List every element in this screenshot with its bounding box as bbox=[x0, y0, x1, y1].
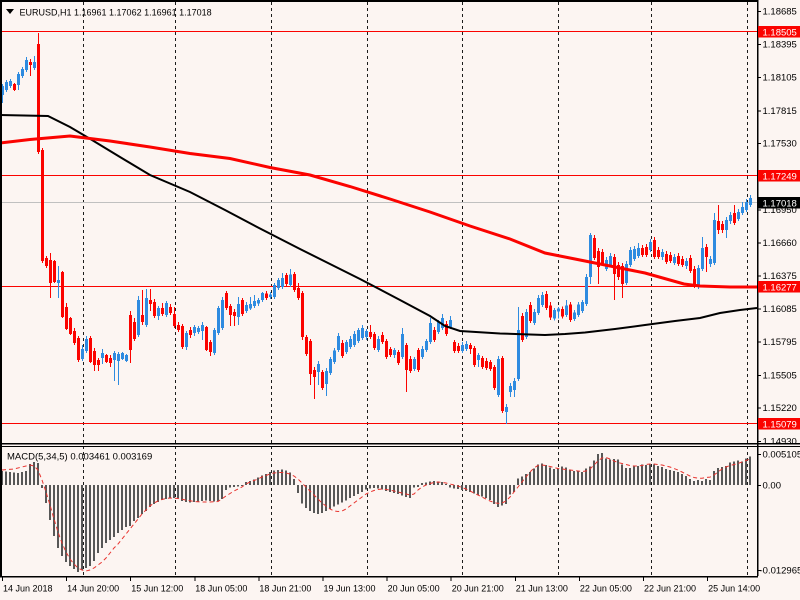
svg-text:1.16277: 1.16277 bbox=[763, 282, 797, 293]
svg-text:1.16660: 1.16660 bbox=[763, 238, 797, 249]
svg-text:1.17249: 1.17249 bbox=[763, 171, 797, 182]
svg-text:-0.012965: -0.012965 bbox=[760, 566, 800, 577]
svg-text:1.17815: 1.17815 bbox=[763, 106, 797, 117]
svg-text:1.17018: 1.17018 bbox=[763, 198, 797, 209]
svg-text:1.15795: 1.15795 bbox=[763, 337, 797, 348]
svg-text:18 Jun 05:00: 18 Jun 05:00 bbox=[195, 584, 247, 594]
svg-text:1.18395: 1.18395 bbox=[763, 40, 797, 51]
svg-text:1.18505: 1.18505 bbox=[763, 27, 797, 38]
svg-text:15 Jun 12:00: 15 Jun 12:00 bbox=[131, 584, 183, 594]
svg-text:22 Jun 21:00: 22 Jun 21:00 bbox=[644, 584, 696, 594]
svg-text:1.14930: 1.14930 bbox=[763, 436, 797, 447]
svg-text:1.16950: 1.16950 bbox=[763, 205, 797, 216]
svg-text:1.15220: 1.15220 bbox=[763, 403, 797, 414]
svg-text:14 Jun 20:00: 14 Jun 20:00 bbox=[67, 584, 119, 594]
svg-text:1.15079: 1.15079 bbox=[763, 419, 797, 430]
svg-text:1.17530: 1.17530 bbox=[763, 139, 797, 150]
svg-text:21 Jun 13:00: 21 Jun 13:00 bbox=[516, 584, 568, 594]
svg-text:1.18105: 1.18105 bbox=[763, 73, 797, 84]
svg-text:25 Jun 14:00: 25 Jun 14:00 bbox=[708, 584, 760, 594]
svg-text:20 Jun 21:00: 20 Jun 21:00 bbox=[452, 584, 504, 594]
svg-text:22 Jun 05:00: 22 Jun 05:00 bbox=[580, 584, 632, 594]
svg-text:20 Jun 05:00: 20 Jun 05:00 bbox=[388, 584, 440, 594]
svg-text:MACD(5,34,5) 0.003461 0.003169: MACD(5,34,5) 0.003461 0.003169 bbox=[7, 452, 152, 463]
svg-text:0.00: 0.00 bbox=[763, 481, 782, 492]
svg-text:14 Jun 2018: 14 Jun 2018 bbox=[3, 584, 53, 594]
svg-text:1.15505: 1.15505 bbox=[763, 370, 797, 381]
svg-text:1.16085: 1.16085 bbox=[763, 304, 797, 315]
svg-text:1.16375: 1.16375 bbox=[763, 271, 797, 282]
svg-text:18 Jun 21:00: 18 Jun 21:00 bbox=[259, 584, 311, 594]
svg-text:0.005105: 0.005105 bbox=[763, 450, 800, 461]
svg-text:EURUSD,H1 1.16961 1.17062 1.1: EURUSD,H1 1.16961 1.17062 1.16961 1.1701… bbox=[20, 8, 212, 18]
svg-text:19 Jun 13:00: 19 Jun 13:00 bbox=[324, 584, 376, 594]
svg-text:1.18685: 1.18685 bbox=[763, 6, 797, 17]
